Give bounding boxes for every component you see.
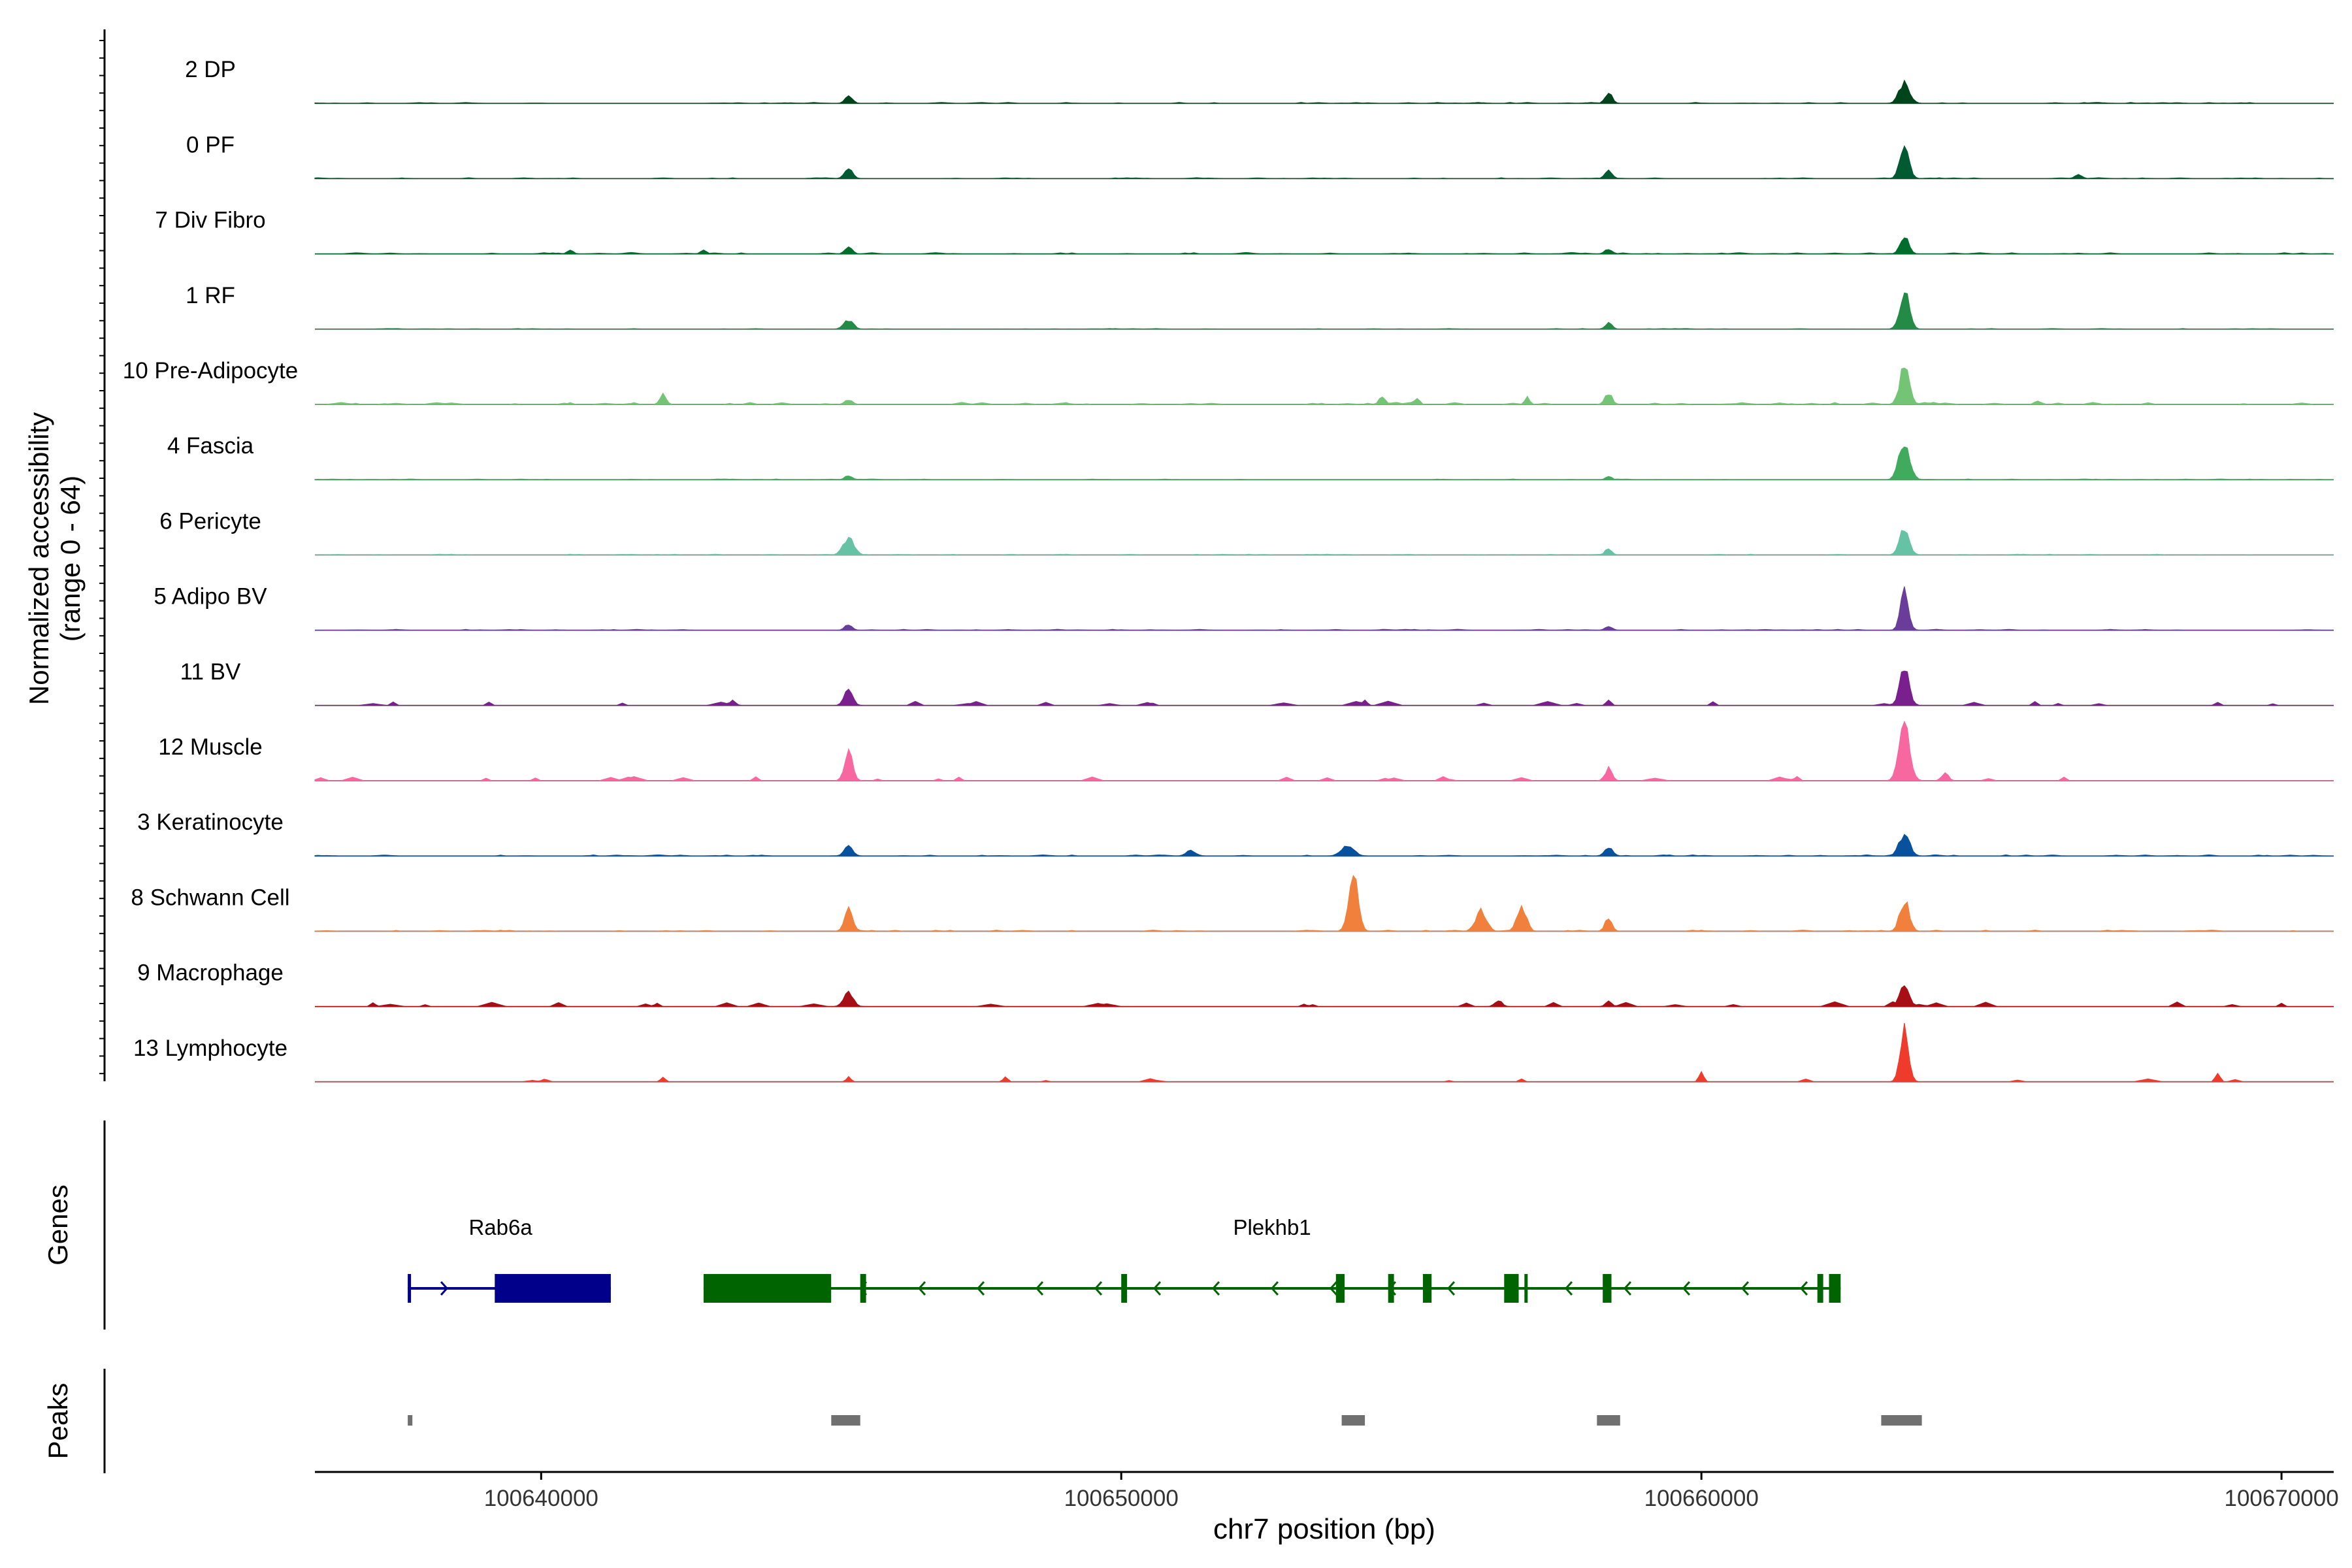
x-tick-label: 100640000 xyxy=(484,1486,598,1511)
gene-rab6a: Rab6a xyxy=(408,1215,611,1303)
track-label: 2 DP xyxy=(185,57,236,82)
strand-arrow xyxy=(1682,1281,1691,1296)
track-11-bv: 11 BV xyxy=(180,659,2334,706)
track-signal xyxy=(314,834,2334,857)
track-signal xyxy=(315,1022,2334,1083)
strand-arrow xyxy=(1270,1281,1279,1296)
y-axis-title-line1: Normalized accessibility xyxy=(24,412,54,705)
strand-arrow xyxy=(1211,1281,1220,1296)
peak-region xyxy=(1341,1415,1365,1426)
x-tick-label: 100660000 xyxy=(1644,1486,1759,1511)
track-3-keratinocyte: 3 Keratinocyte xyxy=(137,809,2334,857)
gene-exon xyxy=(1388,1274,1394,1303)
gene-exon xyxy=(1817,1274,1823,1303)
track-label: 10 Pre-Adipocyte xyxy=(123,358,298,384)
track-signal xyxy=(315,292,2334,330)
track-signal xyxy=(314,446,2334,480)
track-label: 4 Fascia xyxy=(167,433,254,459)
gene-exon xyxy=(1335,1274,1345,1303)
track-9-macrophage: 9 Macrophage xyxy=(137,960,2334,1007)
track-label: 3 Keratinocyte xyxy=(137,809,284,835)
track-label: 11 BV xyxy=(180,659,241,685)
genes-panel: Rab6a Plekhb1 xyxy=(408,1215,1841,1303)
strand-arrow xyxy=(440,1281,449,1296)
gene-exon xyxy=(495,1274,611,1303)
track-0-pf: 0 PF xyxy=(186,132,2334,180)
peaks-panel-label: Peaks xyxy=(42,1383,73,1460)
track-signal xyxy=(314,875,2334,932)
track-signal xyxy=(314,721,2334,781)
track-signal xyxy=(315,670,2334,706)
coverage-panel: 2 DP 0 PF 7 Div Fibro 1 RF 10 Pre-Adipocyte 4… xyxy=(123,57,2334,1083)
gene-exon xyxy=(703,1274,832,1303)
track-signal xyxy=(314,145,2334,180)
track-1-rf: 1 RF xyxy=(186,283,2334,330)
strand-arrow xyxy=(1740,1281,1750,1296)
strand-arrow xyxy=(1799,1281,1808,1296)
peak-region xyxy=(831,1415,860,1426)
gene-exon xyxy=(408,1274,412,1303)
track-label: 12 Muscle xyxy=(158,734,263,760)
peaks-panel xyxy=(408,1415,1922,1426)
gene-exon xyxy=(1524,1274,1528,1303)
track-label: 7 Div Fibro xyxy=(155,208,265,233)
y-axis-title-line2: (range 0 - 64) xyxy=(55,476,86,642)
track-label: 0 PF xyxy=(186,132,235,157)
peak-region xyxy=(1881,1415,1922,1426)
track-label: 9 Macrophage xyxy=(137,960,284,986)
x-tick-label: 100670000 xyxy=(2224,1486,2338,1511)
genes-panel-label: Genes xyxy=(42,1184,73,1266)
track-5-adipo-bv: 5 Adipo BV xyxy=(154,584,2334,631)
track-2-dp: 2 DP xyxy=(185,57,2334,105)
x-axis-title: chr7 position (bp) xyxy=(1213,1513,1435,1545)
track-4-fascia: 4 Fascia xyxy=(167,433,2334,481)
gene-plekhb1: Plekhb1 xyxy=(703,1215,1841,1303)
peak-region xyxy=(1597,1415,1620,1426)
gene-exon xyxy=(1422,1274,1432,1303)
strand-arrow xyxy=(976,1281,985,1296)
gene-exon xyxy=(1829,1274,1841,1303)
track-signal xyxy=(315,586,2334,631)
track-label: 1 RF xyxy=(186,283,235,308)
strand-arrow xyxy=(1094,1281,1103,1296)
gene-label: Rab6a xyxy=(468,1215,532,1239)
track-signal xyxy=(314,79,2334,104)
track-10-pre-adipocyte: 10 Pre-Adipocyte xyxy=(123,358,2334,405)
track-label: 6 Pericyte xyxy=(159,508,261,534)
track-8-schwann-cell: 8 Schwann Cell xyxy=(131,875,2334,932)
gene-exon xyxy=(860,1274,866,1303)
gene-exon xyxy=(1504,1274,1519,1303)
x-tick-label: 100650000 xyxy=(1064,1486,1179,1511)
strand-arrow xyxy=(917,1281,926,1296)
track-signal xyxy=(315,985,2334,1007)
strand-arrow xyxy=(1152,1281,1162,1296)
track-signal xyxy=(315,367,2334,405)
peak-region xyxy=(408,1415,413,1426)
track-13-lymphocyte: 13 Lymphocyte xyxy=(133,1022,2334,1083)
track-signal xyxy=(315,237,2334,255)
track-label: 13 Lymphocyte xyxy=(133,1036,287,1061)
track-label: 8 Schwann Cell xyxy=(131,885,289,910)
strand-arrow xyxy=(1623,1281,1632,1296)
coverage-y-ticks xyxy=(99,40,105,1075)
track-signal xyxy=(315,530,2334,556)
strand-arrow xyxy=(1564,1281,1573,1296)
strand-arrow xyxy=(1329,1281,1338,1296)
gene-exon xyxy=(1121,1274,1128,1303)
track-label: 5 Adipo BV xyxy=(154,584,267,610)
strand-arrow xyxy=(1446,1281,1456,1296)
track-12-muscle: 12 Muscle xyxy=(158,721,2334,781)
track-6-pericyte: 6 Pericyte xyxy=(159,508,2334,556)
x-axis-ticks: 100640000 100650000 100660000 100670000 xyxy=(484,1472,2339,1511)
gene-exon xyxy=(1603,1274,1612,1303)
strand-arrow xyxy=(1035,1281,1044,1296)
gene-label: Plekhb1 xyxy=(1233,1215,1311,1239)
track-7-div-fibro: 7 Div Fibro xyxy=(155,208,2334,255)
